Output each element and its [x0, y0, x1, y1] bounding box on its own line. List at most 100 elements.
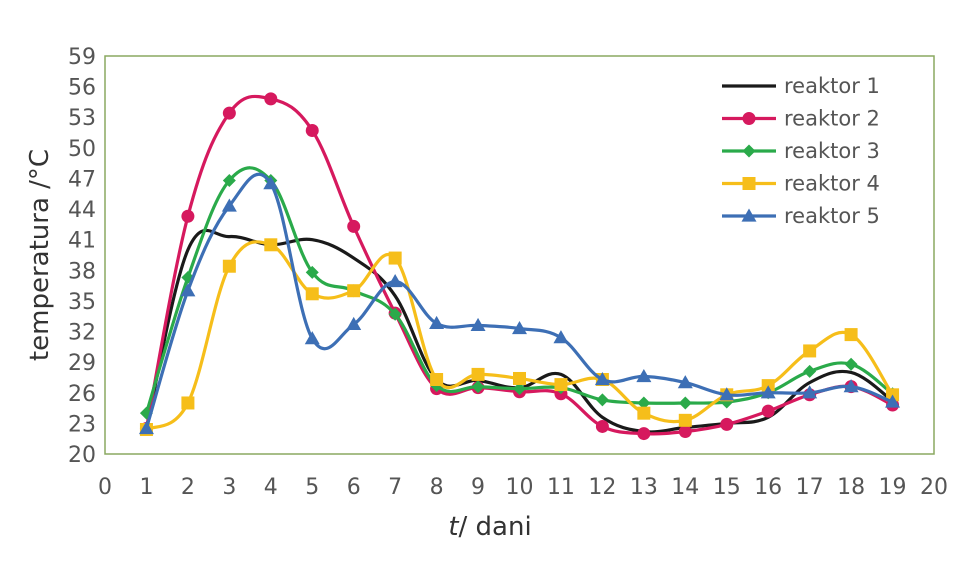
data-point [803, 344, 817, 358]
data-point [304, 331, 320, 345]
series-reaktor-4 [139, 238, 900, 437]
data-point [222, 174, 236, 188]
data-point [720, 417, 734, 431]
x-axis-label-rest: / dani [459, 512, 532, 542]
data-point [843, 379, 859, 393]
y-tick-label: 50 [68, 137, 96, 162]
y-tick-label: 47 [68, 167, 96, 192]
data-point [595, 419, 609, 433]
data-point [221, 198, 237, 212]
data-point [181, 396, 195, 410]
data-point [678, 396, 692, 410]
x-axis-label: t/ dani [448, 512, 531, 542]
x-tick-label: 14 [671, 475, 699, 500]
data-point [760, 385, 776, 399]
data-point [803, 364, 817, 378]
data-point [470, 317, 486, 332]
data-point [553, 330, 569, 344]
data-point [885, 394, 901, 408]
data-point [305, 123, 319, 137]
x-tick-label: 18 [837, 475, 865, 500]
data-point [305, 265, 319, 279]
data-point [513, 382, 526, 396]
data-point [844, 328, 858, 342]
x-tick-label: 16 [754, 475, 782, 500]
data-point [678, 413, 692, 427]
y-tick-label: 38 [68, 259, 96, 284]
x-tick-label: 17 [796, 475, 824, 500]
x-axis-label-italic: t [448, 512, 459, 542]
data-point [844, 357, 858, 371]
data-point [595, 393, 609, 407]
data-point [471, 367, 485, 381]
legend-item: reaktor 2 [722, 107, 880, 131]
data-point [181, 209, 195, 223]
x-tick-label: 10 [506, 475, 534, 500]
y-tick-label: 56 [68, 76, 96, 101]
x-tick-labels: 0 1 2 3 4 5 6 7 8 9 10 11 12 13 14 15 16 17 18 19 20 [98, 475, 948, 500]
x-tick-label: 9 [471, 475, 485, 500]
x-tick-label: 5 [305, 475, 319, 500]
data-point [347, 219, 361, 233]
data-point [554, 378, 568, 392]
series-reaktor-1 [144, 228, 894, 434]
data-point [180, 283, 196, 297]
legend-item: reaktor 3 [722, 139, 880, 163]
data-point [719, 387, 735, 401]
series-reaktor-5 [138, 172, 901, 435]
y-tick-label: 44 [68, 198, 96, 223]
y-tick-label: 32 [68, 321, 96, 346]
y-tick-label: 41 [68, 229, 96, 254]
data-point [222, 259, 236, 273]
x-tick-label: 19 [879, 475, 907, 500]
x-tick-label: 0 [98, 475, 112, 500]
data-point [636, 368, 652, 383]
legend-label: reaktor 4 [784, 172, 880, 196]
legend-marker [742, 112, 756, 125]
data-point [594, 372, 610, 386]
y-tick-label: 26 [68, 382, 96, 407]
data-point [430, 373, 444, 387]
series-layer [138, 92, 901, 441]
data-point [761, 404, 775, 418]
x-tick-label: 2 [181, 475, 195, 500]
data-point [388, 307, 402, 321]
legend: reaktor 1 reaktor 2 reaktor 3 reaktor 4 reak… [722, 74, 880, 228]
data-point [264, 238, 278, 252]
data-point [222, 106, 236, 120]
data-point [677, 375, 693, 389]
data-point [388, 251, 402, 265]
data-point [429, 315, 445, 329]
y-tick-label: 29 [68, 351, 96, 376]
y-tick-label: 23 [68, 412, 96, 437]
legend-label: reaktor 2 [784, 107, 880, 131]
legend-label: reaktor 5 [784, 204, 880, 228]
data-point [637, 396, 651, 410]
data-point [263, 176, 279, 190]
data-point [347, 284, 361, 298]
legend-marker [741, 208, 757, 222]
y-tick-label: 20 [68, 443, 96, 468]
x-tick-label: 12 [588, 475, 616, 500]
legend-label: reaktor 3 [784, 139, 880, 163]
y-tick-labels: 20 23 26 29 32 35 38 41 44 47 50 53 56 59 [68, 45, 96, 468]
series-line [144, 228, 894, 434]
data-point [471, 380, 485, 394]
legend-item: reaktor 1 [722, 74, 880, 98]
data-point [802, 385, 818, 399]
y-axis-label: temperatura /°C [25, 149, 55, 361]
data-point [513, 371, 526, 385]
y-tick-label: 59 [68, 45, 96, 70]
y-tick-label: 53 [68, 106, 96, 131]
data-point [138, 420, 154, 435]
data-point [346, 316, 362, 331]
x-tick-label: 7 [388, 475, 402, 500]
legend-item: reaktor 4 [722, 172, 880, 196]
legend-marker [742, 144, 756, 158]
x-tick-label: 3 [222, 475, 236, 500]
x-tick-label: 11 [547, 475, 575, 500]
data-point [264, 92, 278, 106]
x-tick-label: 15 [713, 475, 741, 500]
x-tick-label: 6 [347, 475, 361, 500]
